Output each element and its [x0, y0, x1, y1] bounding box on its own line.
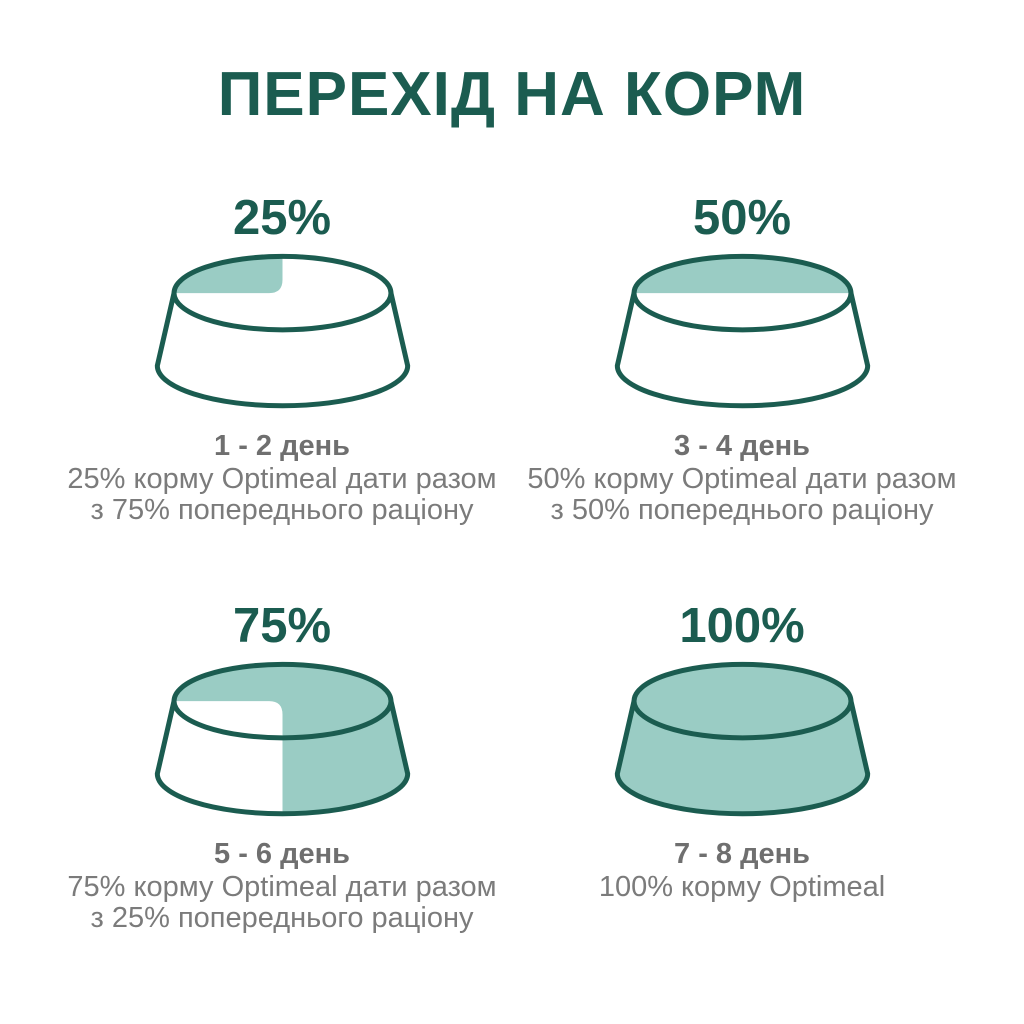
transition-step-50: 50% 3 - 4 день 50% корму Optimeal дати р…: [512, 194, 972, 526]
step-description: 50% корму Optimeal дати разом з 50% попе…: [527, 464, 956, 526]
transition-steps-grid: 25% 1 - 2 день 25% корму Optimeal дати р…: [0, 194, 1024, 934]
step-description: 25% корму Optimeal дати разом з 75% попе…: [67, 464, 496, 526]
description-line: 100% корму Optimeal: [598, 871, 886, 903]
day-range-label: 1 - 2 день: [214, 430, 350, 462]
transition-step-25: 25% 1 - 2 день 25% корму Optimeal дати р…: [52, 194, 512, 526]
day-range-label: 3 - 4 день: [674, 430, 810, 462]
bowl-illustration-100: [614, 661, 870, 817]
percent-label: 75%: [232, 599, 332, 653]
step-description: 75% корму Optimeal дати разом з 25% попе…: [67, 872, 496, 934]
description-line: 50% корму Optimeal дати разом: [527, 463, 957, 495]
description-line: 25% корму Optimeal дати разом: [67, 463, 497, 495]
day-range-label: 7 - 8 день: [674, 838, 810, 870]
bowl-illustration-25: [154, 253, 410, 409]
description-line: 75% корму Optimeal дати разом: [67, 871, 497, 903]
bowl-illustration-75: [154, 661, 410, 817]
percent-label: 100%: [679, 599, 805, 653]
transition-step-75: 75% 5 - 6 день 75% корму Optimeal дати р…: [52, 602, 512, 934]
description-line: з 50% попереднього раціону: [550, 494, 934, 526]
percent-label: 50%: [692, 191, 792, 245]
description-line: з 25% попереднього раціону: [90, 902, 474, 934]
description-line: з 75% попереднього раціону: [90, 494, 474, 526]
day-range-label: 5 - 6 день: [214, 838, 350, 870]
bowl-illustration-50: [614, 253, 870, 409]
transition-step-100: 100% 7 - 8 день 100% корму Optimeal: [512, 602, 972, 934]
page-title: ПЕРЕХІД НА КОРМ: [217, 60, 807, 129]
percent-label: 25%: [232, 191, 332, 245]
step-description: 100% корму Optimeal: [599, 872, 885, 903]
